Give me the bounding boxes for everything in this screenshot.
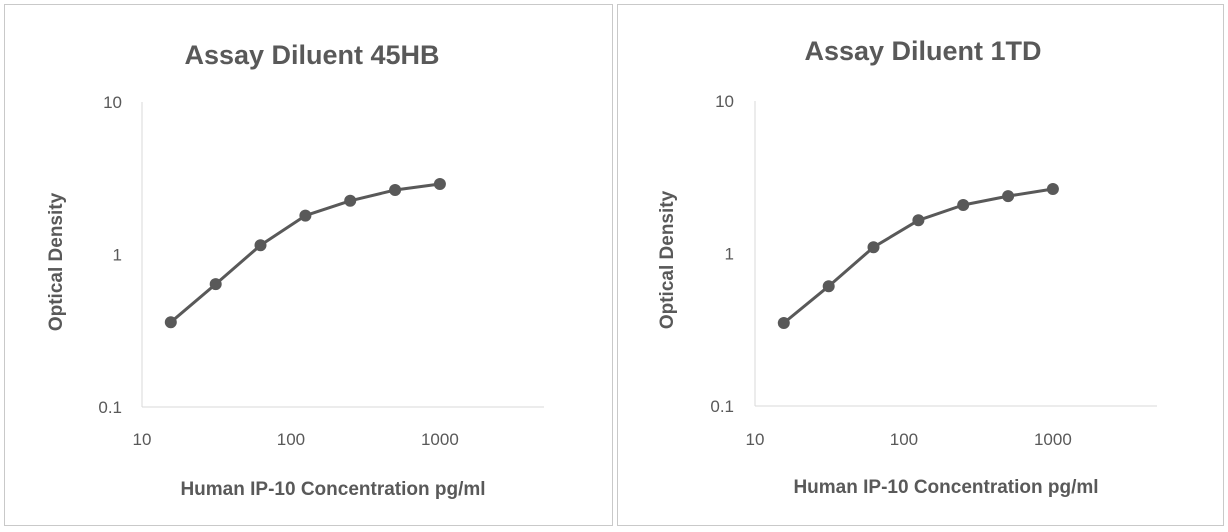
data-point	[254, 239, 267, 252]
y-tick-label: 1	[725, 245, 734, 264]
y-tick-label: 0.1	[710, 397, 734, 416]
data-point	[912, 214, 925, 227]
data-point	[1002, 190, 1015, 203]
x-tick-label: 1000	[421, 430, 459, 449]
series-line	[782, 187, 1054, 325]
data-point	[209, 278, 222, 291]
x-tick-label: 1000	[1034, 430, 1072, 449]
data-point	[957, 199, 970, 211]
x-tick-label: 10	[133, 430, 152, 449]
data-point	[344, 194, 357, 207]
x-tick-label: 100	[277, 430, 305, 449]
chart-left: Assay Diluent 45HB 10 1 0.1 10 100 1000 Human I…	[46, 40, 544, 500]
y-tick-label: 0.1	[98, 398, 122, 417]
y-tick-label: 1	[113, 246, 122, 265]
chart-panel-left: Assay Diluent 45HB 10 1 0.1 10 100 1000 Human I…	[4, 4, 613, 526]
data-point	[1046, 183, 1059, 195]
x-tick-label: 10	[746, 430, 765, 449]
data-point	[433, 178, 446, 190]
y-tick-label: 10	[715, 92, 734, 111]
chart-panel-right: Assay Diluent 1TD 10 1 0.1 10 100 1000 Human IP…	[617, 4, 1224, 526]
data-point	[867, 241, 880, 254]
y-axis-label: Optical Density	[657, 190, 678, 329]
chart-title: Assay Diluent 1TD	[804, 36, 1041, 66]
data-point	[777, 317, 790, 329]
series-line	[169, 182, 441, 324]
y-axis-label: Optical Density	[46, 192, 67, 331]
y-tick-label: 10	[103, 93, 122, 112]
x-axis-label: Human IP-10 Concentration pg/ml	[793, 477, 1098, 498]
data-point	[164, 316, 177, 329]
data-point	[299, 209, 312, 222]
chart-right: Assay Diluent 1TD 10 1 0.1 10 100 1000 Human IP…	[657, 36, 1157, 498]
data-point	[822, 280, 835, 293]
data-point	[389, 184, 402, 196]
x-axis-label: Human IP-10 Concentration pg/ml	[180, 479, 485, 500]
x-tick-label: 100	[890, 430, 918, 449]
chart-title: Assay Diluent 45HB	[184, 40, 439, 70]
